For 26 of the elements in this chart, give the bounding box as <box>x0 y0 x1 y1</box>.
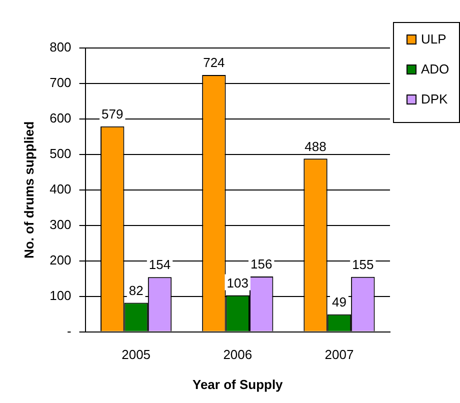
y-tick-label: 500 <box>50 146 72 162</box>
data-label: 49 <box>332 294 346 310</box>
data-label: 103 <box>226 275 248 290</box>
data-label: 155 <box>352 256 374 272</box>
y-tick-label: 600 <box>50 110 72 126</box>
legend-label: ADO <box>421 62 450 77</box>
x-tick-label: 2005 <box>122 347 151 362</box>
y-tick-label: 700 <box>50 75 72 90</box>
y-tick-label: 100 <box>50 288 72 303</box>
data-label: 724 <box>203 55 225 70</box>
y-tick-label: 800 <box>50 40 72 55</box>
legend-label: DPK <box>421 92 448 107</box>
y-tick-label: - <box>66 323 72 338</box>
legend-label: ULP <box>421 32 446 47</box>
y-tick-label: 200 <box>50 252 72 268</box>
y-axis-title: No. of drums supplied <box>21 121 36 259</box>
data-label: 156 <box>250 256 272 272</box>
x-tick-label: 2007 <box>324 347 354 362</box>
x-tick-label: 2006 <box>223 347 252 362</box>
data-label: 154 <box>148 257 171 272</box>
x-axis-title: Year of Supply <box>192 376 284 392</box>
data-label: 579 <box>102 106 124 122</box>
y-tick-label: 300 <box>50 216 72 232</box>
data-label: 488 <box>304 138 326 154</box>
data-label: 82 <box>128 282 144 298</box>
y-tick-label: 400 <box>50 181 72 196</box>
